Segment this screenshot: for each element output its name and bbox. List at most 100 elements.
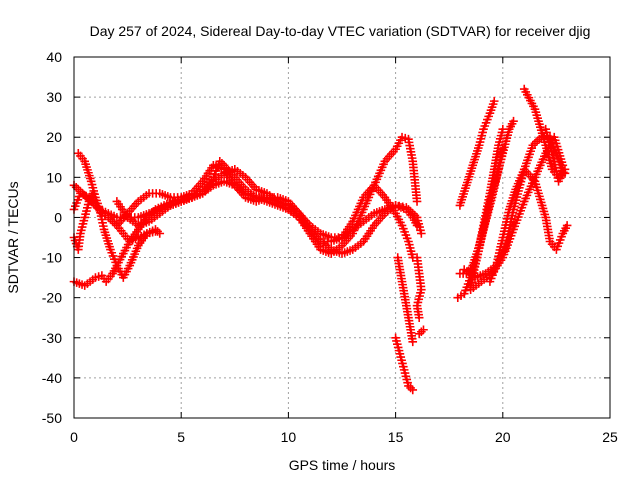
- y-tick-label: -10: [42, 250, 62, 266]
- data-point: [77, 222, 87, 232]
- data-point: [82, 203, 92, 213]
- data-point: [495, 134, 505, 144]
- data-point: [392, 336, 401, 346]
- data-point: [415, 222, 424, 232]
- data-point: [407, 250, 417, 259]
- y-tick-label: 40: [46, 49, 62, 65]
- data-series-20: [541, 124, 570, 186]
- data-point: [398, 359, 407, 368]
- data-point: [86, 177, 96, 186]
- data-series-9: [393, 253, 418, 347]
- x-axis-label: GPS time / hours: [289, 457, 396, 473]
- data-point: [416, 225, 425, 235]
- y-tick-label: 10: [46, 169, 62, 185]
- data-point: [476, 134, 486, 144]
- y-tick-label: -20: [42, 290, 62, 306]
- data-point: [90, 189, 99, 199]
- data-point: [414, 329, 424, 339]
- data-point: [391, 333, 400, 343]
- data-point: [110, 254, 119, 264]
- data-point: [495, 137, 504, 147]
- data-point: [111, 258, 120, 267]
- data-series-12: [455, 96, 499, 210]
- data-point: [403, 378, 412, 388]
- data-point: [459, 289, 469, 298]
- y-tick-label: 0: [54, 209, 62, 225]
- data-point: [542, 128, 551, 137]
- data-point: [402, 375, 412, 384]
- data-point: [545, 140, 555, 150]
- data-point: [478, 128, 487, 137]
- data-point: [417, 229, 426, 238]
- data-point: [81, 209, 90, 219]
- data-series-18: [485, 165, 572, 286]
- data-point: [546, 144, 556, 153]
- data-point: [78, 219, 88, 229]
- data-point: [399, 362, 408, 371]
- data-point: [80, 213, 90, 222]
- data-point: [416, 288, 425, 298]
- data-point: [497, 128, 507, 137]
- data-point: [395, 349, 405, 359]
- y-tick-label: -40: [42, 370, 62, 386]
- data-point: [404, 237, 413, 246]
- y-tick-label: 20: [46, 129, 62, 145]
- data-point: [107, 248, 117, 258]
- data-point: [489, 96, 499, 106]
- data-series-7: [112, 161, 418, 262]
- data-point: [400, 133, 410, 143]
- data-point: [488, 270, 497, 280]
- data-point: [108, 251, 118, 261]
- data-point: [541, 124, 550, 134]
- data-point: [73, 195, 83, 205]
- x-tick-label: 5: [177, 429, 185, 445]
- data-point: [88, 183, 98, 193]
- data-point: [399, 365, 409, 375]
- data-point: [417, 285, 426, 294]
- data-point: [94, 272, 103, 281]
- data-point: [555, 235, 565, 245]
- data-point: [397, 221, 407, 230]
- data-point: [549, 153, 558, 163]
- data-point: [394, 346, 404, 355]
- data-point: [481, 118, 491, 128]
- data-point: [543, 134, 553, 144]
- data-point: [396, 352, 406, 362]
- data-series-11: [414, 325, 428, 339]
- data-point: [498, 144, 508, 154]
- data-point: [405, 243, 415, 253]
- data-point: [400, 227, 409, 237]
- data-point: [397, 355, 406, 365]
- x-tick-label: 0: [70, 429, 78, 445]
- data-point: [87, 180, 97, 189]
- data-point: [393, 339, 402, 349]
- data-point: [557, 232, 566, 241]
- x-tick-label: 20: [495, 429, 511, 445]
- data-point: [399, 224, 408, 233]
- data-point: [479, 124, 488, 134]
- data-point: [484, 112, 493, 121]
- data-point: [210, 169, 219, 179]
- data-point: [413, 216, 423, 225]
- data-point: [562, 221, 572, 230]
- data-point: [405, 240, 414, 250]
- data-point: [474, 140, 484, 150]
- data-point: [412, 213, 422, 222]
- x-tick-label: 15: [388, 429, 404, 445]
- data-point: [401, 371, 411, 381]
- data-series: [69, 84, 572, 395]
- data-point: [414, 219, 424, 229]
- chart-title: Day 257 of 2024, Sidereal Day-to-day VTE…: [90, 23, 591, 39]
- plot-frame: [73, 56, 611, 419]
- data-point: [89, 186, 99, 196]
- x-tick-label: 10: [281, 429, 297, 445]
- data-point: [483, 115, 492, 124]
- data-point: [543, 131, 552, 140]
- data-point: [412, 197, 422, 206]
- data-point: [106, 245, 115, 254]
- y-tick-label: -30: [42, 330, 62, 346]
- data-series-8: [391, 333, 418, 395]
- data-series-10: [412, 253, 426, 323]
- data-point: [408, 385, 418, 395]
